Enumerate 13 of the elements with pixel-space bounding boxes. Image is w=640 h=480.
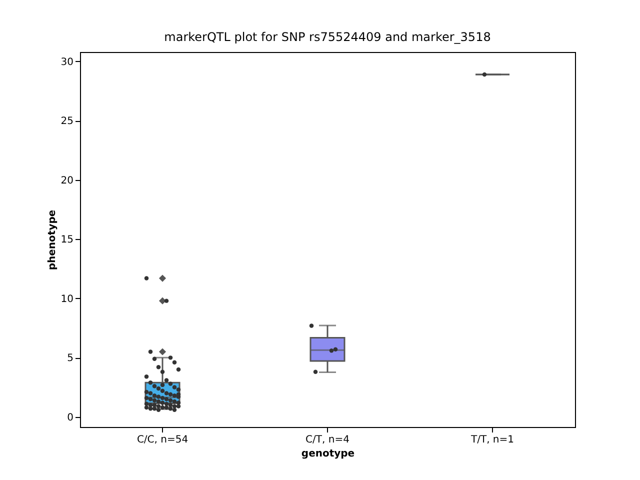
x-tick-label: C/T, n=4 (306, 434, 350, 446)
chart-title: markerQTL plot for SNP rs75524409 and marker_3518 (164, 30, 491, 44)
y-tick-label: 20 (60, 175, 74, 186)
x-axis-title: genotype (301, 448, 355, 460)
x-tick-label: T/T, n=1 (470, 434, 514, 446)
y-tick-label: 30 (60, 56, 74, 68)
y-tick-label: 0 (67, 412, 74, 424)
y-axis-title: phenotype (46, 210, 58, 270)
y-tick-label: 5 (67, 353, 74, 364)
y-tick-label: 15 (60, 234, 74, 246)
y-tick-label: 25 (60, 116, 74, 128)
x-tick-label: C/C, n=54 (136, 434, 188, 446)
y-tick-label: 10 (60, 294, 74, 305)
